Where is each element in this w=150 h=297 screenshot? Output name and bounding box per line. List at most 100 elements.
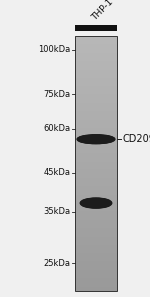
Bar [75,227,117,228]
Bar [75,261,117,262]
Bar [75,67,117,68]
Ellipse shape [80,136,112,142]
Bar [75,57,117,58]
Bar [75,86,117,87]
Bar [75,171,117,172]
Bar [75,51,117,52]
Bar [75,257,117,258]
Bar [75,88,117,89]
Bar [75,183,117,184]
Bar [75,249,117,250]
Ellipse shape [79,136,113,143]
Bar [75,112,117,113]
Bar [75,159,117,160]
Bar [75,39,117,40]
Bar [75,252,117,253]
Bar [75,189,117,190]
Bar [75,56,117,57]
Bar [75,153,117,154]
Bar [75,186,117,187]
Bar [75,94,117,95]
Bar [75,72,117,73]
Bar [75,129,117,130]
Bar [75,271,117,272]
Bar [75,239,117,240]
Bar [75,60,117,61]
Bar [75,102,117,103]
Bar [75,213,117,214]
Bar [75,65,117,66]
Bar [75,127,117,128]
Bar [75,193,117,194]
Bar [75,36,117,291]
Bar [75,167,117,168]
Bar [75,101,117,102]
Bar [75,170,117,171]
Bar [75,83,117,84]
Ellipse shape [78,135,114,143]
Bar [75,161,117,162]
Bar [75,163,117,164]
Bar [75,156,117,157]
Bar [75,92,117,93]
Bar [75,181,117,182]
Bar [75,240,117,241]
Bar [75,113,117,114]
Bar [75,210,117,211]
Ellipse shape [82,200,110,206]
Bar [75,172,117,173]
Bar [75,73,117,74]
Bar [75,272,117,273]
Text: THP-1: THP-1 [90,0,115,22]
Bar [75,173,117,174]
Bar [75,25,117,31]
Bar [75,288,117,289]
Bar [75,160,117,161]
Bar [75,118,117,119]
Ellipse shape [78,135,114,143]
Bar [75,256,117,257]
Bar [75,120,117,121]
Bar [75,258,117,259]
Bar [75,64,117,65]
Bar [75,175,117,176]
Bar [75,78,117,79]
Bar [75,251,117,252]
Bar [75,267,117,268]
Ellipse shape [80,198,112,208]
Text: 35kDa: 35kDa [43,207,70,216]
Bar [75,131,117,132]
Bar [75,289,117,290]
Bar [75,223,117,224]
Ellipse shape [81,137,111,142]
Bar [75,135,117,136]
Bar [75,52,117,53]
Bar [75,218,117,219]
Bar [75,212,117,213]
Bar [75,89,117,90]
Bar [75,115,117,116]
Bar [75,93,117,94]
Bar [75,226,117,227]
Ellipse shape [77,135,115,144]
Bar [75,242,117,243]
Bar [75,59,117,60]
Bar [75,220,117,221]
Bar [75,95,117,96]
Bar [75,262,117,263]
Bar [75,282,117,283]
Bar [75,281,117,282]
Bar [75,238,117,239]
Bar [75,76,117,77]
Bar [75,96,117,97]
Bar [75,285,117,286]
Bar [75,54,117,55]
Bar [75,84,117,85]
Bar [75,286,117,287]
Bar [75,81,117,82]
Bar [75,107,117,108]
Bar [75,63,117,64]
Bar [75,126,117,127]
Bar [75,47,117,48]
Bar [75,109,117,110]
